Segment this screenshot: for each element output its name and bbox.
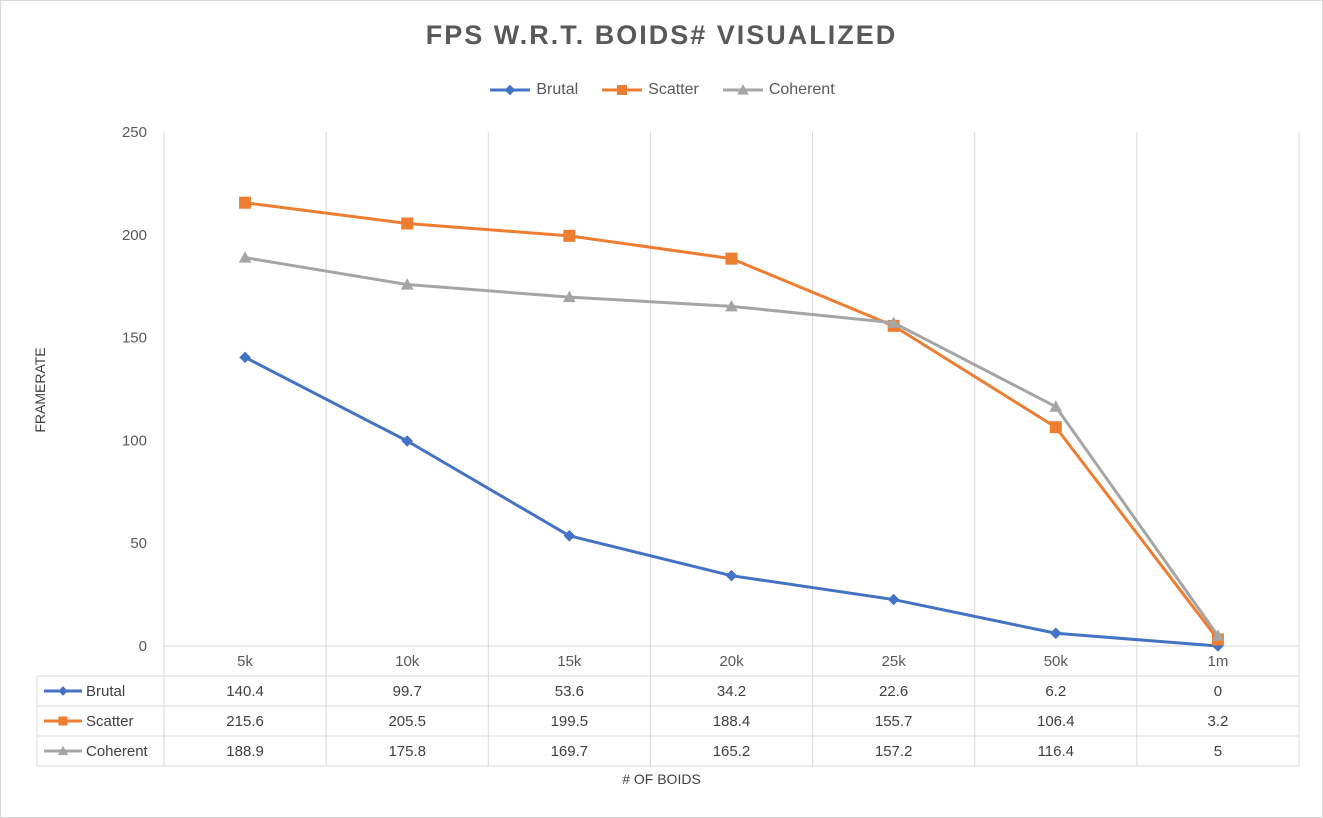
- x-axis-label: # OF BOIDS: [622, 771, 701, 787]
- legend-label: Scatter: [648, 81, 699, 98]
- data-point: [239, 196, 252, 209]
- data-label: 53.6: [555, 683, 584, 700]
- data-label: 116.4: [1038, 743, 1074, 760]
- y-tick-label: 200: [122, 227, 147, 244]
- x-tick-label: 50k: [1044, 653, 1069, 670]
- data-point: [563, 290, 576, 303]
- series-line: [244, 356, 1219, 648]
- legend-marker: [602, 85, 643, 95]
- legend-item-coherent: Coherent: [721, 80, 835, 100]
- data-point: [887, 593, 900, 606]
- data-point: [725, 300, 738, 312]
- y-tick-label: 250: [122, 124, 147, 141]
- data-point: [1049, 421, 1062, 434]
- table-series-label: Scatter: [86, 713, 134, 730]
- x-tick-label: 15k: [557, 653, 582, 670]
- legend-label: Brutal: [536, 81, 579, 98]
- y-tick-label: 100: [122, 432, 147, 449]
- table-legend-marker: [57, 745, 69, 756]
- legend-marker-shape: [505, 84, 516, 96]
- data-label: 157.2: [875, 743, 913, 760]
- data-point: [1049, 400, 1063, 412]
- y-tick-label: 150: [122, 330, 147, 347]
- data-point: [725, 569, 738, 582]
- data-point: [563, 530, 576, 542]
- table-series-label: Brutal: [86, 683, 125, 700]
- x-tick-label: 25k: [882, 653, 907, 670]
- table-legend-marker: [58, 716, 68, 726]
- legend-marker-shape: [617, 85, 628, 95]
- y-tick-label: 0: [139, 638, 147, 655]
- data-label: 205.5: [388, 713, 426, 730]
- table-row: Brutal 140.4 99.7 53.6 34.2 22.6 6.2 0: [44, 683, 1222, 700]
- data-label: 175.8: [388, 743, 426, 760]
- data-point: [1211, 629, 1225, 641]
- data-label: 140.4: [226, 683, 264, 700]
- data-point: [563, 229, 576, 242]
- legend-marker-shape: [737, 84, 749, 95]
- table-legend-marker: [58, 686, 68, 696]
- data-label: 188.9: [226, 743, 264, 760]
- data-label: 188.4: [713, 713, 751, 730]
- y-tick-label: 50: [130, 535, 147, 552]
- series-coherent: [238, 251, 1225, 641]
- table-row: Scatter 215.6 205.5 199.5 188.4 155.7 106.4 3.2: [44, 713, 1228, 730]
- x-tick-label: 5k: [237, 653, 253, 670]
- data-point: [238, 251, 252, 263]
- data-label: 99.7: [393, 683, 422, 700]
- data-point: [887, 316, 900, 328]
- legend-marker: [722, 84, 763, 95]
- x-tick-label: 10k: [395, 653, 420, 670]
- data-point: [1050, 627, 1062, 640]
- data-point: [400, 278, 414, 290]
- data-label: 3.2: [1207, 713, 1228, 730]
- data-label: 22.6: [879, 683, 908, 700]
- data-label: 169.7: [551, 743, 589, 760]
- data-label: 0: [1214, 683, 1222, 700]
- data-label: 106.4: [1037, 713, 1075, 730]
- legend-label: Coherent: [768, 81, 835, 98]
- data-label: 6.2: [1045, 683, 1066, 700]
- x-tick-label: 1m: [1208, 653, 1229, 670]
- data-label: 34.2: [717, 683, 746, 700]
- data-label: 199.5: [551, 713, 589, 730]
- data-point: [401, 435, 413, 447]
- data-point: [1212, 640, 1224, 652]
- data-point: [401, 217, 414, 230]
- legend-item-brutal: Brutal: [488, 80, 578, 100]
- series-brutal: [239, 351, 1224, 652]
- data-label: 5: [1214, 743, 1222, 760]
- table-series-label: Coherent: [86, 743, 149, 760]
- data-label: 215.6: [226, 713, 264, 730]
- data-label: 155.7: [875, 713, 913, 730]
- legend-item-scatter: Scatter: [600, 80, 699, 100]
- data-point: [239, 351, 251, 364]
- chart-title: FPS W.R.T. BOIDS# VISUALIZED: [425, 20, 898, 50]
- x-tick-label: 20k: [719, 653, 744, 670]
- legend: Brutal Scatter Coherent: [0, 80, 1323, 100]
- legend-marker: [490, 84, 531, 96]
- data-point: [725, 252, 738, 265]
- data-label: 165.2: [713, 743, 751, 760]
- table-row: Coherent 188.9 175.8 169.7 165.2 157.2 116.4 5: [44, 743, 1222, 760]
